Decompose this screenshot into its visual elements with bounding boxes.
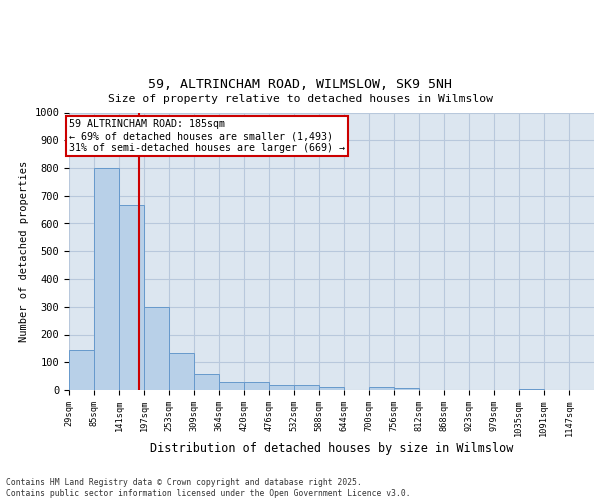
Bar (294, 386, 319, 390)
X-axis label: Distribution of detached houses by size in Wilmslow: Distribution of detached houses by size … (150, 442, 513, 455)
Bar (394, 388, 419, 390)
Bar (519, 388, 544, 390)
Bar (69, 350, 94, 390)
Bar (194, 374, 219, 390)
Bar (319, 386, 344, 390)
Text: Contains HM Land Registry data © Crown copyright and database right 2025.
Contai: Contains HM Land Registry data © Crown c… (6, 478, 410, 498)
Bar (219, 382, 244, 390)
Bar (145, 306, 169, 390)
Bar (169, 352, 194, 390)
Bar (269, 386, 294, 390)
Bar (94, 168, 119, 390)
Bar (244, 382, 269, 390)
Y-axis label: Number of detached properties: Number of detached properties (19, 160, 29, 342)
Bar (369, 387, 394, 390)
Text: 59 ALTRINCHAM ROAD: 185sqm
← 69% of detached houses are smaller (1,493)
31% of s: 59 ALTRINCHAM ROAD: 185sqm ← 69% of deta… (70, 120, 346, 152)
Bar (119, 206, 144, 390)
Text: Size of property relative to detached houses in Wilmslow: Size of property relative to detached ho… (107, 94, 493, 104)
Text: 59, ALTRINCHAM ROAD, WILMSLOW, SK9 5NH: 59, ALTRINCHAM ROAD, WILMSLOW, SK9 5NH (148, 78, 452, 90)
